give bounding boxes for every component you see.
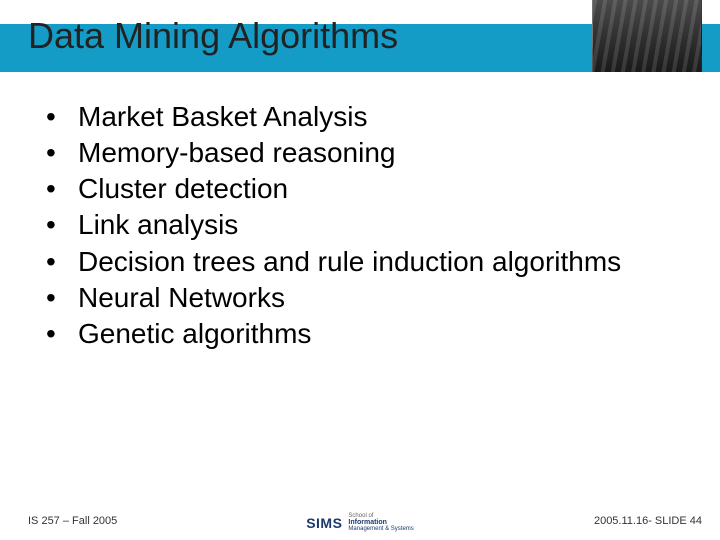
slide-title: Data Mining Algorithms [28, 15, 398, 57]
sims-line2: Information [348, 519, 413, 526]
list-item: Cluster detection [40, 172, 680, 206]
footer: IS 257 – Fall 2005 SIMS School of Inform… [0, 510, 720, 540]
footer-center-logo: SIMS School of Information Management & … [306, 513, 414, 532]
bullet-list: Market Basket Analysis Memory-based reas… [40, 100, 680, 351]
list-item: Memory-based reasoning [40, 136, 680, 170]
slide: Data Mining Algorithms Market Basket Ana… [0, 0, 720, 540]
title-bar: Data Mining Algorithms [0, 0, 720, 72]
list-item: Link analysis [40, 208, 680, 242]
slide-body: Market Basket Analysis Memory-based reas… [0, 72, 720, 540]
footer-right: 2005.11.16- SLIDE 44 [594, 515, 702, 527]
decorative-photo [592, 0, 702, 72]
sims-logo-text: School of Information Management & Syste… [348, 513, 413, 532]
list-item: Market Basket Analysis [40, 100, 680, 134]
sims-logo-mark: SIMS [306, 515, 342, 531]
list-item: Decision trees and rule induction algori… [40, 245, 680, 279]
footer-left: IS 257 – Fall 2005 [28, 515, 117, 527]
list-item: Genetic algorithms [40, 317, 680, 351]
sims-line3: Management & Systems [348, 526, 413, 532]
list-item: Neural Networks [40, 281, 680, 315]
